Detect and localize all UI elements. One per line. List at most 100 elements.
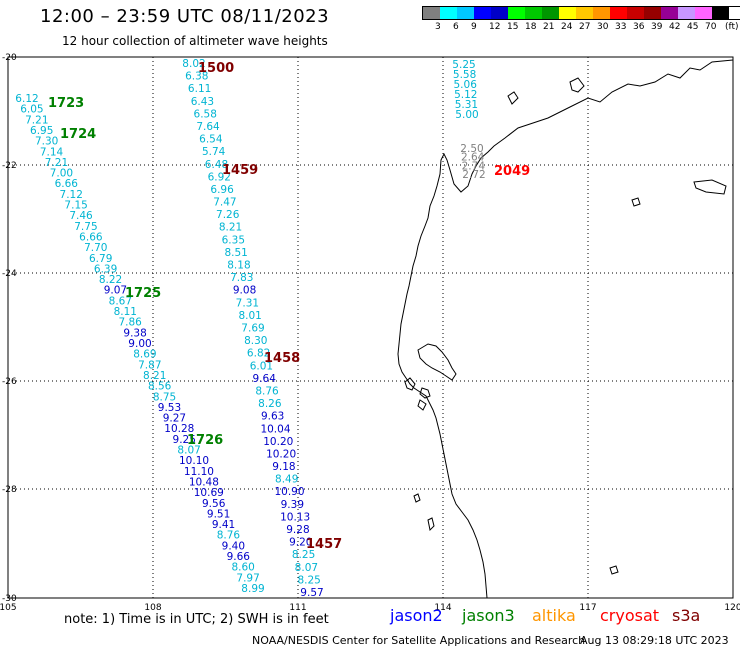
satellite-legend-item: altika <box>532 606 576 625</box>
map-frame <box>7 56 734 599</box>
color-swatch <box>593 7 610 19</box>
color-scale-label: 36 <box>633 22 645 32</box>
wave-height-value: 6.82 <box>247 348 270 360</box>
color-scale: 3 6 9 12 15 18 21 24 27 30 33 36 39 42 45 70 (ft) <box>422 6 740 32</box>
wave-height-value: 2.72 <box>462 169 485 181</box>
wave-height-value: 7.64 <box>196 121 220 133</box>
map-tick-labels: 105 108 111 114 117 120 -20 -22 -24 -26 -28 -30 <box>0 53 740 613</box>
wave-height-value: 2.64 <box>461 152 485 164</box>
wave-height-value: 10.28 <box>164 423 194 435</box>
latitude-tick-label: -26 <box>2 377 17 387</box>
map-grid <box>8 57 733 598</box>
wave-height-value: 10.48 <box>189 476 219 488</box>
wave-height-value: 6.92 <box>208 171 231 183</box>
wave-height-value: 7.21 <box>25 114 48 126</box>
wave-height-value: 6.38 <box>185 71 208 83</box>
wave-height-value: 9.66 <box>227 551 251 563</box>
color-scale-label: 9 <box>471 22 477 32</box>
wave-height-value: 9.63 <box>261 411 284 423</box>
color-scale-label: 30 <box>597 22 609 32</box>
color-swatch <box>525 7 542 19</box>
wave-height-value: 6.43 <box>191 96 214 108</box>
wave-height-value: 8.21 <box>219 222 242 234</box>
pass-label: 1723 <box>48 96 84 111</box>
wave-height-value: 8.56 <box>148 381 172 393</box>
wave-height-value: 7.15 <box>64 200 87 212</box>
color-scale-label: 27 <box>579 22 591 32</box>
wave-height-value: 8.69 <box>133 349 156 361</box>
wave-height-value: 7.31 <box>236 297 259 309</box>
wave-height-value: 7.46 <box>69 210 93 222</box>
altimeter-tracks: 8.026.386.116.436.587.646.545.746.486.92… <box>15 58 485 599</box>
color-scale-label: 3 <box>435 22 441 32</box>
wave-height-value: 5.06 <box>454 79 478 91</box>
wave-height-value: 6.66 <box>55 178 79 190</box>
wave-height-value: 6.11 <box>188 83 211 95</box>
wave-height-value: 6.96 <box>210 184 234 196</box>
wave-height-value: 8.30 <box>244 335 267 347</box>
longitude-tick-label: 114 <box>434 603 451 613</box>
wave-height-value: 10.13 <box>280 511 310 523</box>
latitude-tick-label: -20 <box>2 53 17 63</box>
wave-height-value: 7.47 <box>213 197 236 209</box>
wave-height-value: 10.69 <box>194 487 224 499</box>
pass-label: 2049 <box>494 164 530 179</box>
color-swatch <box>678 7 695 19</box>
wave-height-value: 9.07 <box>104 285 127 297</box>
wave-height-value: 2.74 <box>462 160 486 172</box>
wave-height-value: 9.53 <box>158 402 181 414</box>
pass-label: 1457 <box>306 537 342 552</box>
wave-height-value: 5.00 <box>455 109 478 121</box>
color-scale-label: 6 <box>453 22 459 32</box>
wave-height-value: 8.18 <box>227 260 250 272</box>
page-subtitle: 12 hour collection of altimeter wave hei… <box>62 34 328 48</box>
wave-height-value: 10.10 <box>179 455 209 467</box>
wave-height-value: 7.14 <box>40 146 64 158</box>
wave-height-value: 5.58 <box>453 69 476 81</box>
wave-height-value: 8.26 <box>258 398 282 410</box>
latitude-tick-label: -22 <box>2 161 17 171</box>
wave-height-value: 6.48 <box>205 159 228 171</box>
wave-height-value: 10.90 <box>274 486 304 498</box>
wave-height-value: 5.31 <box>455 99 478 111</box>
color-swatch <box>508 7 525 19</box>
wave-height-value: 7.70 <box>84 242 107 254</box>
color-scale-labels: 3 6 9 12 15 18 21 24 27 30 33 36 39 42 45 70 (ft) <box>422 20 740 32</box>
color-swatch <box>576 7 593 19</box>
wave-height-value: 8.99 <box>241 583 264 595</box>
wave-height-value: 8.22 <box>99 274 122 286</box>
wave-height-value: 9.41 <box>212 519 235 531</box>
wave-height-value: 8.67 <box>109 295 132 307</box>
wave-height-value: 11.10 <box>184 466 214 478</box>
wave-height-value: 8.76 <box>255 385 279 397</box>
wave-height-value: 5.74 <box>202 146 226 158</box>
wave-height-value: 8.21 <box>143 370 166 382</box>
wave-height-value: 6.54 <box>199 134 223 146</box>
wave-height-value: 6.95 <box>30 125 53 137</box>
color-swatch <box>542 7 559 19</box>
wave-height-value: 9.39 <box>281 499 304 511</box>
color-swatch <box>559 7 576 19</box>
wave-height-value: 8.75 <box>153 391 176 403</box>
wave-height-value: 6.66 <box>79 231 103 243</box>
wave-height-value: 8.11 <box>114 306 137 318</box>
wave-height-value: 9.56 <box>202 498 226 510</box>
wave-height-value: 8.25 <box>292 549 315 561</box>
wave-height-value: 7.26 <box>216 209 240 221</box>
latitude-tick-label: -28 <box>2 485 17 495</box>
color-swatch <box>712 7 729 19</box>
color-scale-label: 45 <box>687 22 699 32</box>
longitude-tick-label: 111 <box>289 603 306 613</box>
wave-height-value: 6.35 <box>222 234 245 246</box>
wave-height-value: 9.27 <box>163 413 186 425</box>
wave-height-value: 9.25 <box>173 434 196 446</box>
wave-height-value: 6.58 <box>194 108 217 120</box>
wave-height-value: 9.40 <box>222 540 245 552</box>
color-scale-label: 70 <box>705 22 717 32</box>
wave-height-value: 8.07 <box>295 562 318 574</box>
longitude-tick-label: 108 <box>144 603 161 613</box>
longitude-tick-label: 105 <box>0 603 17 613</box>
color-scale-label: 33 <box>615 22 627 32</box>
page-title: 12:00 – 23:59 UTC 08/11/2023 <box>40 6 330 27</box>
